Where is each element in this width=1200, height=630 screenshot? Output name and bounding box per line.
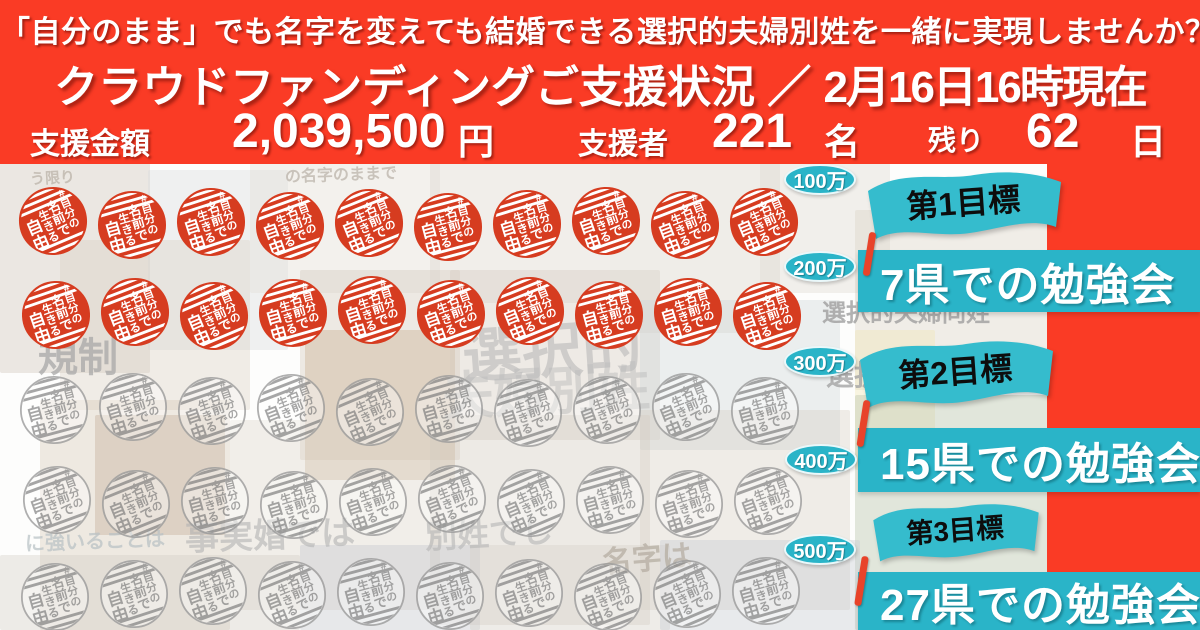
goal-2-text-bar: 15県での勉強会 (858, 428, 1200, 492)
supporter-stamp (651, 272, 724, 351)
supporter-stamp (572, 275, 645, 354)
milestone-pill-200man: 200万 (784, 251, 856, 282)
title-date: 2月16日16時現在 (823, 63, 1148, 112)
flag-shape (860, 341, 1053, 408)
supporters-value: 221 (712, 105, 793, 158)
supporter-stamp (97, 554, 172, 630)
flag-shape (868, 172, 1061, 239)
goal-3-text-bar: 27県での勉強会 (858, 572, 1200, 630)
supporter-stamp (96, 186, 168, 264)
supporter-stamp (490, 268, 570, 353)
supporter-stamp (257, 465, 330, 544)
supporter-stamp (413, 556, 486, 630)
supporter-stamp (491, 552, 567, 630)
supporter-stamp (411, 187, 484, 266)
supporter-stamp (335, 270, 410, 350)
goal-flag-2: 第2目標 (854, 334, 1059, 423)
goal-3-tag: 第3目標 (905, 512, 1005, 550)
tagline: 「自分のまま」でも名字を変えても結婚できる選択的夫婦別姓を一緒に実現しませんか？ (0, 16, 1200, 49)
right-accent-column (1047, 163, 1200, 630)
supporter-stamp (96, 461, 176, 546)
goal-flag-1: 第1目標 (862, 165, 1067, 254)
supporters-label: 支援者 (578, 128, 668, 161)
milestone-pill-400man: 400万 (785, 444, 857, 475)
supporter-stamp (251, 185, 328, 268)
days-left-unit: 日 (1130, 121, 1167, 162)
milestone-pill-500man: 500万 (784, 534, 856, 565)
flag-shape (873, 504, 1039, 562)
supporter-stamp (330, 369, 411, 455)
supporter-stamp (413, 457, 492, 541)
supporter-stamp (646, 364, 726, 449)
supporter-stamp (568, 369, 645, 452)
amount-label: 支援金額 (30, 128, 150, 161)
supporter-stamp (728, 371, 801, 450)
page-title: クラウドファンディングご支援状況 ／ 2月16日16時現在 (0, 51, 1200, 115)
goal-flag-3: 第3目標 (856, 498, 1056, 575)
milestone-pill-300man: 300万 (784, 346, 856, 377)
milestone-pill-100man: 100万 (784, 164, 856, 195)
amount-value: 2,039,500 (232, 105, 446, 158)
supporter-stamp (729, 275, 805, 357)
supporter-stamp (174, 273, 255, 359)
goal-1-tag: 第1目標 (905, 181, 1021, 225)
supporter-stamp (178, 461, 251, 540)
supporter-stamp (646, 183, 725, 267)
supporter-stamp (252, 552, 332, 630)
supporter-stamp (18, 459, 95, 542)
supporter-stamp (569, 555, 648, 630)
supporter-stamp (174, 370, 250, 452)
supporter-stamp (174, 182, 249, 262)
supporter-stamp (19, 558, 91, 630)
supporter-stamp (413, 370, 485, 448)
supporter-stamp (334, 552, 407, 630)
supporter-stamp (18, 274, 94, 356)
supporter-stamp (335, 461, 411, 543)
header: 「自分のまま」でも名字を変えても結婚できる選択的夫婦別姓を一緒に実現しませんか？… (0, 0, 1200, 164)
supporter-stamp (490, 184, 563, 263)
supporter-stamp (412, 273, 489, 356)
supporter-stamp (647, 551, 728, 630)
days-left-value: 62 (1026, 105, 1080, 158)
supporter-stamp (568, 180, 644, 262)
supporter-stamp (257, 274, 329, 352)
supporter-stamp (17, 370, 90, 449)
supporters-unit: 名 (824, 121, 861, 162)
supporter-stamp (329, 180, 409, 265)
stats-row: 支援金額 2,039,500 円 支援者 221 名 残り 62 日 (0, 104, 1200, 162)
supporter-stamp (491, 373, 566, 453)
supporter-stamp (96, 367, 169, 446)
supporter-stamp (730, 552, 802, 630)
days-left-label: 残り (928, 125, 985, 156)
supporter-stamp (491, 460, 572, 546)
goal-1-text-bar: 7県での勉強会 (858, 250, 1200, 312)
supporter-stamp (574, 461, 646, 539)
goal-2-tag: 第2目標 (897, 350, 1013, 394)
title-main: クラウドファンディングご支援状況 ／ (54, 63, 812, 112)
supporter-stamp (252, 366, 331, 450)
supporter-stamp (174, 550, 251, 630)
supporter-stamp (13, 178, 94, 264)
supporter-stamp (652, 464, 727, 544)
amount-unit: 円 (458, 121, 495, 162)
supporter-stamp (96, 270, 175, 354)
